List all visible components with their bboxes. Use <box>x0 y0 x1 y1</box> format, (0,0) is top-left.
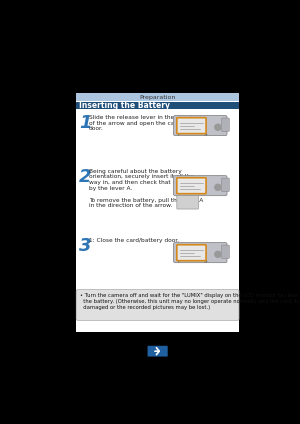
FancyBboxPatch shape <box>76 102 239 109</box>
Text: 2: 2 <box>79 168 92 186</box>
Text: 1: 1 <box>79 114 92 132</box>
FancyBboxPatch shape <box>222 245 229 259</box>
Circle shape <box>215 184 221 190</box>
Circle shape <box>215 251 221 257</box>
Text: Slide the release lever in the direction
of the arrow and open the card/battery
: Slide the release lever in the direction… <box>89 115 203 131</box>
FancyBboxPatch shape <box>173 243 227 262</box>
FancyBboxPatch shape <box>148 346 168 357</box>
FancyBboxPatch shape <box>177 245 206 261</box>
Text: 1: Close the card/battery door.: 1: Close the card/battery door. <box>89 238 179 243</box>
Text: Being careful about the battery
orientation, securely insert it all the
way in, : Being careful about the battery orientat… <box>89 169 204 209</box>
Text: 3: 3 <box>79 237 92 255</box>
FancyBboxPatch shape <box>173 176 227 195</box>
FancyBboxPatch shape <box>222 118 229 131</box>
FancyBboxPatch shape <box>177 178 206 194</box>
FancyBboxPatch shape <box>222 178 229 192</box>
Text: Preparation: Preparation <box>140 95 176 100</box>
FancyBboxPatch shape <box>76 290 239 321</box>
FancyBboxPatch shape <box>177 118 206 134</box>
FancyBboxPatch shape <box>76 93 239 332</box>
FancyBboxPatch shape <box>173 116 227 136</box>
Text: • Turn the camera off and wait for the "LUMIX" display on the LCD monitor to cle: • Turn the camera off and wait for the "… <box>80 293 300 310</box>
Text: Inserting the Battery: Inserting the Battery <box>79 100 170 110</box>
FancyBboxPatch shape <box>177 195 199 209</box>
Circle shape <box>215 124 221 130</box>
FancyBboxPatch shape <box>76 93 239 101</box>
